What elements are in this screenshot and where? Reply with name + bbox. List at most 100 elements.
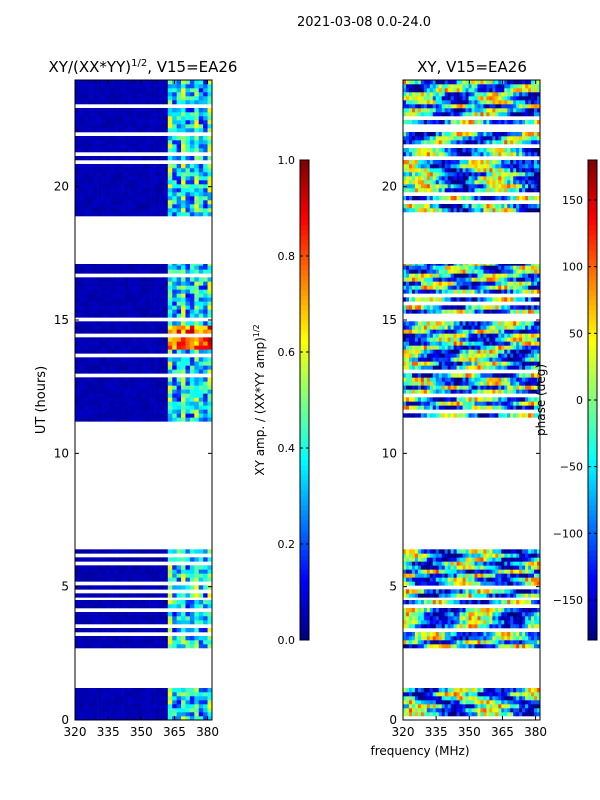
heatmap-cell [158,345,164,350]
heatmap-cell [414,712,419,717]
heatmap-cell [163,644,169,649]
heatmap-cell [150,293,155,298]
heatmap-cell [534,349,538,354]
heatmap-cell [525,345,529,350]
heatmap-cell [414,608,419,613]
heatmap-cell [432,600,437,605]
heatmap-cell [83,277,89,282]
heatmap-cell [88,321,93,326]
heatmap-cell [83,636,89,641]
heatmap-cell [181,405,186,410]
heatmap-cell [501,632,505,637]
heatmap-cell [105,176,111,181]
heatmap-cell [468,708,472,713]
heatmap-cell [414,353,419,358]
heatmap-cell [525,712,529,717]
heatmap-cell [132,341,138,346]
heatmap-cell [207,644,213,649]
heatmap-cell [176,640,182,645]
heatmap-cell [176,281,182,286]
heatmap-cell [408,700,413,705]
heatmap-cell [105,188,111,193]
heatmap-cell [158,616,164,621]
heatmap-cell [423,589,428,594]
heatmap-cell [459,413,463,418]
heatmap-cell [471,553,475,558]
heatmap-cell [198,585,204,590]
heatmap-cell [114,265,120,270]
heatmap-cell [456,696,460,701]
heatmap-cell [154,405,160,410]
heatmap-cell [119,305,124,310]
heatmap-cell [101,305,107,310]
heatmap-cell [510,377,514,382]
heatmap-cell [167,120,173,125]
heatmap-cell [132,212,138,217]
heatmap-cell [119,357,124,362]
heatmap-cell [97,156,102,161]
heatmap-cell [513,688,517,693]
heatmap-cell [154,200,160,205]
heatmap-cell [403,345,407,350]
heatmap-cell [405,345,410,350]
heatmap-cell [132,389,138,394]
heatmap-cell [105,417,111,422]
heatmap-cell [403,616,407,621]
heatmap-cell [181,389,186,394]
colorbar-segment [300,235,309,241]
heatmap-cell [450,377,454,382]
heatmap-cell [432,397,437,402]
heatmap-cell [88,212,93,217]
heatmap-cell [141,301,147,306]
heatmap-cell [172,569,177,574]
heatmap-cell [408,557,413,562]
heatmap-cell [189,293,195,298]
heatmap-cell [444,361,448,366]
heatmap-cell [429,413,434,418]
heatmap-cell [154,140,160,145]
heatmap-cell [528,357,532,362]
heatmap-cell [145,88,151,93]
heatmap-cell [150,349,155,354]
heatmap-cell [83,321,89,326]
heatmap-cell [513,612,517,617]
heatmap-cell [480,573,484,578]
heatmap-cell [486,401,490,406]
heatmap-cell [474,397,478,402]
heatmap-cell [83,176,89,181]
heatmap-cell [456,612,460,617]
heatmap-cell [198,349,204,354]
heatmap-cell [145,349,151,354]
heatmap-cell [114,569,120,574]
heatmap-cell [432,612,437,617]
heatmap-cell [110,389,116,394]
heatmap-cell [411,357,416,362]
heatmap-cell [181,120,186,125]
heatmap-cell [438,397,443,402]
heatmap-cell [123,700,129,705]
heatmap-cell [97,140,102,145]
heatmap-cell [459,644,463,649]
heatmap-cell [101,264,107,266]
heatmap-cell [141,700,147,705]
heatmap-cell [79,369,85,374]
heatmap-cell [504,644,508,649]
heatmap-cell [79,341,85,346]
heatmap-cell [519,381,523,386]
heatmap-cell [194,168,200,173]
heatmap-cell [537,389,541,394]
heatmap-cell [141,184,147,189]
heatmap-cell [101,569,107,574]
heatmap-cell [426,616,431,621]
colorbar-segment [300,265,309,271]
heatmap-cell [501,600,505,605]
heatmap-cell [154,569,160,574]
heatmap-cell [176,600,182,605]
heatmap-cell [474,413,478,418]
heatmap-cell [88,405,93,410]
heatmap-cell [405,620,410,625]
heatmap-cell [185,573,191,578]
heatmap-cell [447,341,451,346]
heatmap-cell [411,385,416,390]
heatmap-cell [75,716,80,721]
